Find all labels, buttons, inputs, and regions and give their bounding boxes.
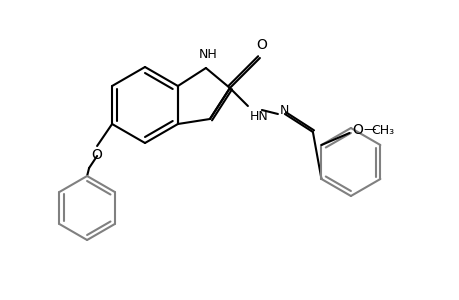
Text: NH: NH: [198, 48, 217, 61]
Text: O: O: [352, 123, 363, 137]
Text: CH₃: CH₃: [371, 124, 394, 136]
Text: O: O: [256, 38, 267, 52]
Text: —: —: [363, 124, 375, 136]
Text: HN: HN: [249, 110, 268, 123]
Text: O: O: [91, 148, 102, 162]
Text: N: N: [279, 103, 289, 116]
